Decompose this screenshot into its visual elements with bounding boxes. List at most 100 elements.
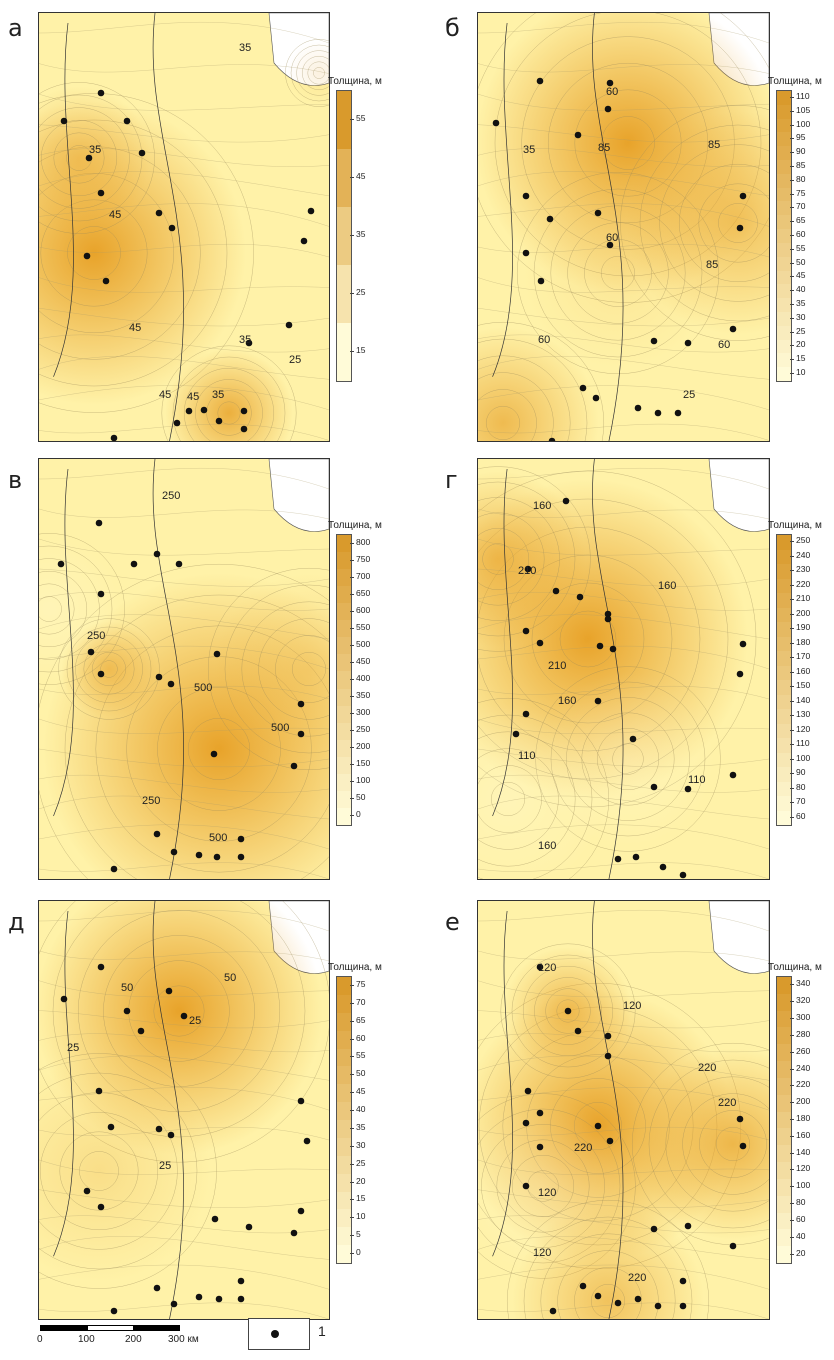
coastline [592,13,624,441]
legend-tick-label: 100 [796,1180,811,1191]
legend-swatch [337,91,351,150]
legend-tickmark [350,696,354,698]
legend-swatch [777,229,791,244]
well-point [574,131,582,139]
legend-swatch [337,1191,351,1210]
legend-tick-label: 550 [356,621,371,632]
well-point [240,425,248,433]
legend-tick-label: 250 [796,535,811,546]
legend-tickmark [790,570,794,572]
legend-swatch [337,705,351,724]
legend-tickmark [350,1110,354,1112]
well-point [167,1131,175,1139]
well-point [522,1182,530,1190]
legend-tickmark [790,1051,794,1053]
legend-swatch [777,160,791,175]
legend-swatch [777,1178,791,1197]
legend-tick-label: 55 [796,242,806,253]
well-point [97,590,105,598]
legend-tick-label: 300 [796,1012,811,1023]
legend-tick-label: 110 [796,90,810,101]
legend-swatch [777,201,791,216]
legend-tick-label: 0 [356,809,361,820]
contour-label: 60 [718,339,730,351]
legend-tick-label: 220 [796,1079,811,1090]
legend-swatch [337,603,351,621]
contour-label: 35 [89,144,101,156]
legend-tickmark [790,331,794,333]
legend-swatch [777,767,791,782]
contour-label: 25 [683,389,695,401]
legend-tick-label: 65 [796,215,806,226]
legend-tick-label: 160 [796,665,811,676]
scale-label: 200 [125,1334,142,1345]
legend-swatch [337,807,351,825]
well-point [200,406,208,414]
legend-tick-label: 700 [356,570,371,581]
legend-tickmark [790,1203,794,1205]
well-point [245,1223,253,1231]
legend-title: Толщина, м [768,76,822,87]
legend-swatch [777,242,791,258]
scale-bar: 0 100 200 300 км [37,1325,199,1345]
well-point [307,207,315,215]
legend-tickmark [350,798,354,800]
legend-tick-label: 40 [356,1104,366,1115]
contour-label: 60 [606,232,618,244]
well-point [60,995,68,1003]
well-point [604,1032,612,1040]
coastline [592,459,624,879]
legend-tick-label: 15 [796,353,806,364]
legend-tick-label: 160 [796,1129,811,1140]
legend-tick-label: 200 [796,1096,811,1107]
legend-swatch [777,353,791,368]
contour-label: 220 [574,1142,592,1154]
legend-tick-label: 450 [356,655,371,666]
contour-label: 50 [121,982,133,994]
well-point [245,339,253,347]
well-point [596,642,604,650]
well-point [290,1229,298,1237]
well-point [579,384,587,392]
well-point [123,117,131,125]
legend-swatch [777,781,791,797]
legend-tick-label: 15 [356,1193,366,1204]
legend-swatch [337,1030,351,1049]
legend-swatch [337,1245,351,1263]
legend-tickmark [790,628,794,630]
legend-tickmark [790,193,794,195]
legend-swatch [777,738,791,753]
contour-label: 25 [289,354,301,366]
legend-tickmark [350,1253,354,1255]
legend-tick-label: 230 [796,564,811,575]
legend-tickmark [790,138,794,140]
legend-tickmark [790,317,794,319]
legend-swatch [777,284,791,299]
legend-swatch [337,207,351,266]
legend-tick-label: 35 [796,298,806,309]
legend-tickmark [790,555,794,557]
legend-tick-label: 60 [356,1032,366,1043]
legend-tick-label: 90 [796,767,806,778]
legend-tickmark [790,599,794,601]
thickness-legend: Толщина, м 55 45 35 25 15 [328,76,394,396]
legend-swatch [337,1048,351,1067]
legend-tickmark [790,1135,794,1137]
legend-tick-label: 350 [356,690,371,701]
legend-tickmark [790,773,794,775]
legend-tick-label: 75 [796,187,806,198]
legend-tick-label: 100 [796,118,811,129]
well-point [97,1203,105,1211]
coastline [492,910,513,1257]
contour-label: 120 [538,1187,556,1199]
legend-swatch [337,265,351,324]
well-point [237,853,245,861]
well-point [524,1087,532,1095]
legend-tick-label: 180 [796,636,811,647]
legend-tick-label: 10 [356,1211,366,1222]
legend-tick-label: 210 [796,593,811,604]
contour-label: 35 [523,144,535,156]
legend-tickmark [350,1217,354,1219]
legend-tickmark [790,1236,794,1238]
legend-swatch [777,1195,791,1214]
